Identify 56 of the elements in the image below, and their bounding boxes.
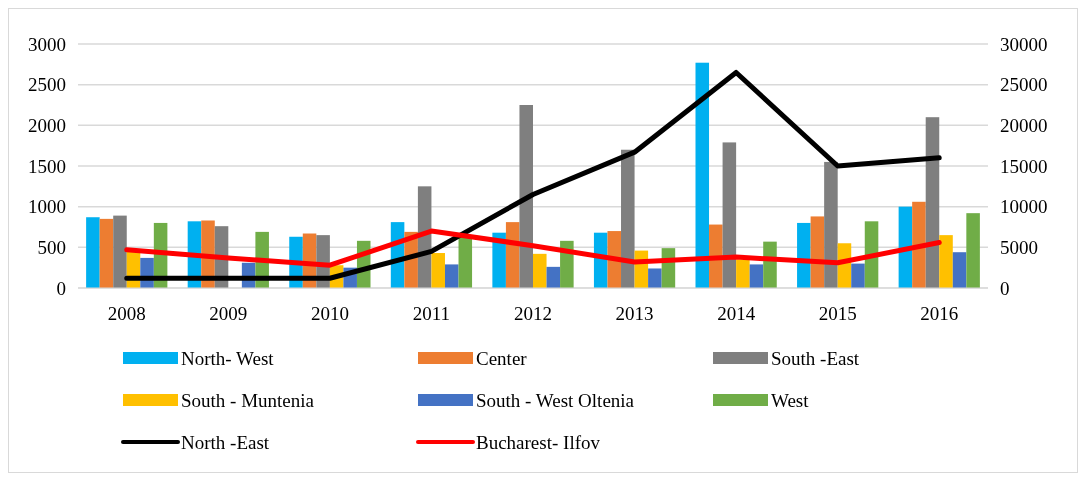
y-tick-label: 500 xyxy=(37,236,66,258)
x-tick-label: 2009 xyxy=(209,303,248,324)
y-tick-label: 3000 xyxy=(28,33,66,55)
legend-label: Bucharest- Ilfov xyxy=(476,431,601,453)
bar xyxy=(939,235,953,288)
bar xyxy=(533,253,547,288)
legend-label: South - Muntenia xyxy=(181,389,315,411)
bar xyxy=(86,217,100,288)
bar xyxy=(925,117,940,288)
legend-label: South -East xyxy=(771,347,860,369)
bar xyxy=(749,264,764,288)
y-tick-label: 1500 xyxy=(28,155,66,177)
y-tick-label: 1000 xyxy=(28,196,66,218)
legend-label: West xyxy=(771,389,810,411)
y2-tick-label: 15000 xyxy=(1000,155,1048,177)
bar xyxy=(736,259,750,288)
bar xyxy=(519,105,533,288)
x-tick-label: 2008 xyxy=(107,303,146,324)
y2-tick-label: 5000 xyxy=(1000,236,1038,258)
bar xyxy=(99,218,114,288)
bar xyxy=(695,62,710,288)
x-tick-label: 2014 xyxy=(717,303,756,324)
y-tick-label: 0 xyxy=(56,277,66,299)
bar xyxy=(607,231,622,288)
y2-tick-label: 20000 xyxy=(1000,114,1048,136)
bar xyxy=(113,215,127,288)
bar xyxy=(952,252,967,288)
bar xyxy=(966,213,980,288)
bar xyxy=(851,263,865,288)
x-tick-label: 2016 xyxy=(920,303,959,324)
bar xyxy=(709,224,723,288)
legend-label: South - West Oltenia xyxy=(476,389,635,411)
y2-tick-label: 30000 xyxy=(1000,33,1048,55)
y2-tick-label: 10000 xyxy=(1000,196,1048,218)
bar xyxy=(444,264,459,288)
y2-tick-label: 0 xyxy=(1000,277,1010,299)
y-tick-label: 2000 xyxy=(28,114,66,136)
bar xyxy=(431,253,445,288)
legend-label: North -East xyxy=(181,431,270,453)
x-tick-label: 2015 xyxy=(818,303,857,324)
y2-tick-label: 25000 xyxy=(1000,74,1048,96)
bar xyxy=(912,201,926,288)
legend-label: North- West xyxy=(181,347,275,369)
bar xyxy=(621,149,635,288)
x-tick-label: 2010 xyxy=(310,303,349,324)
x-tick-label: 2012 xyxy=(514,303,552,324)
bar xyxy=(824,161,838,288)
bar xyxy=(797,222,811,288)
legend-label: Center xyxy=(476,347,528,369)
bar xyxy=(546,266,561,288)
x-tick-label: 2011 xyxy=(412,303,451,324)
bar xyxy=(722,142,737,288)
bar xyxy=(648,268,662,288)
bar xyxy=(492,232,506,288)
x-tick-label: 2013 xyxy=(615,303,654,324)
y-tick-label: 2500 xyxy=(28,74,66,96)
